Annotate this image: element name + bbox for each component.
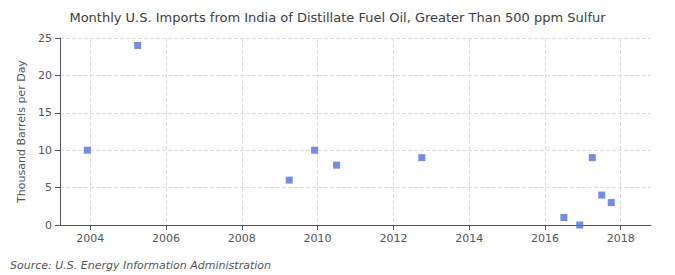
svg-text:25: 25: [38, 32, 52, 45]
svg-text:20: 20: [38, 69, 52, 82]
svg-text:2004: 2004: [76, 232, 104, 245]
svg-text:Source: U.S. Energy Informatio: Source: U.S. Energy Information Administ…: [10, 259, 271, 272]
svg-text:Thousand Barrels per Day: Thousand Barrels per Day: [15, 60, 28, 204]
svg-text:2012: 2012: [379, 232, 407, 245]
svg-text:0: 0: [45, 219, 52, 232]
svg-text:5: 5: [45, 181, 52, 194]
svg-text:2016: 2016: [531, 232, 559, 245]
svg-text:10: 10: [38, 144, 52, 157]
svg-text:2008: 2008: [228, 232, 256, 245]
svg-text:2010: 2010: [304, 232, 332, 245]
svg-text:2014: 2014: [455, 232, 483, 245]
svg-text:Monthly U.S. Imports from Indi: Monthly U.S. Imports from India of Disti…: [69, 10, 606, 25]
svg-text:15: 15: [38, 106, 52, 119]
svg-text:2018: 2018: [607, 232, 635, 245]
svg-text:2006: 2006: [152, 232, 180, 245]
